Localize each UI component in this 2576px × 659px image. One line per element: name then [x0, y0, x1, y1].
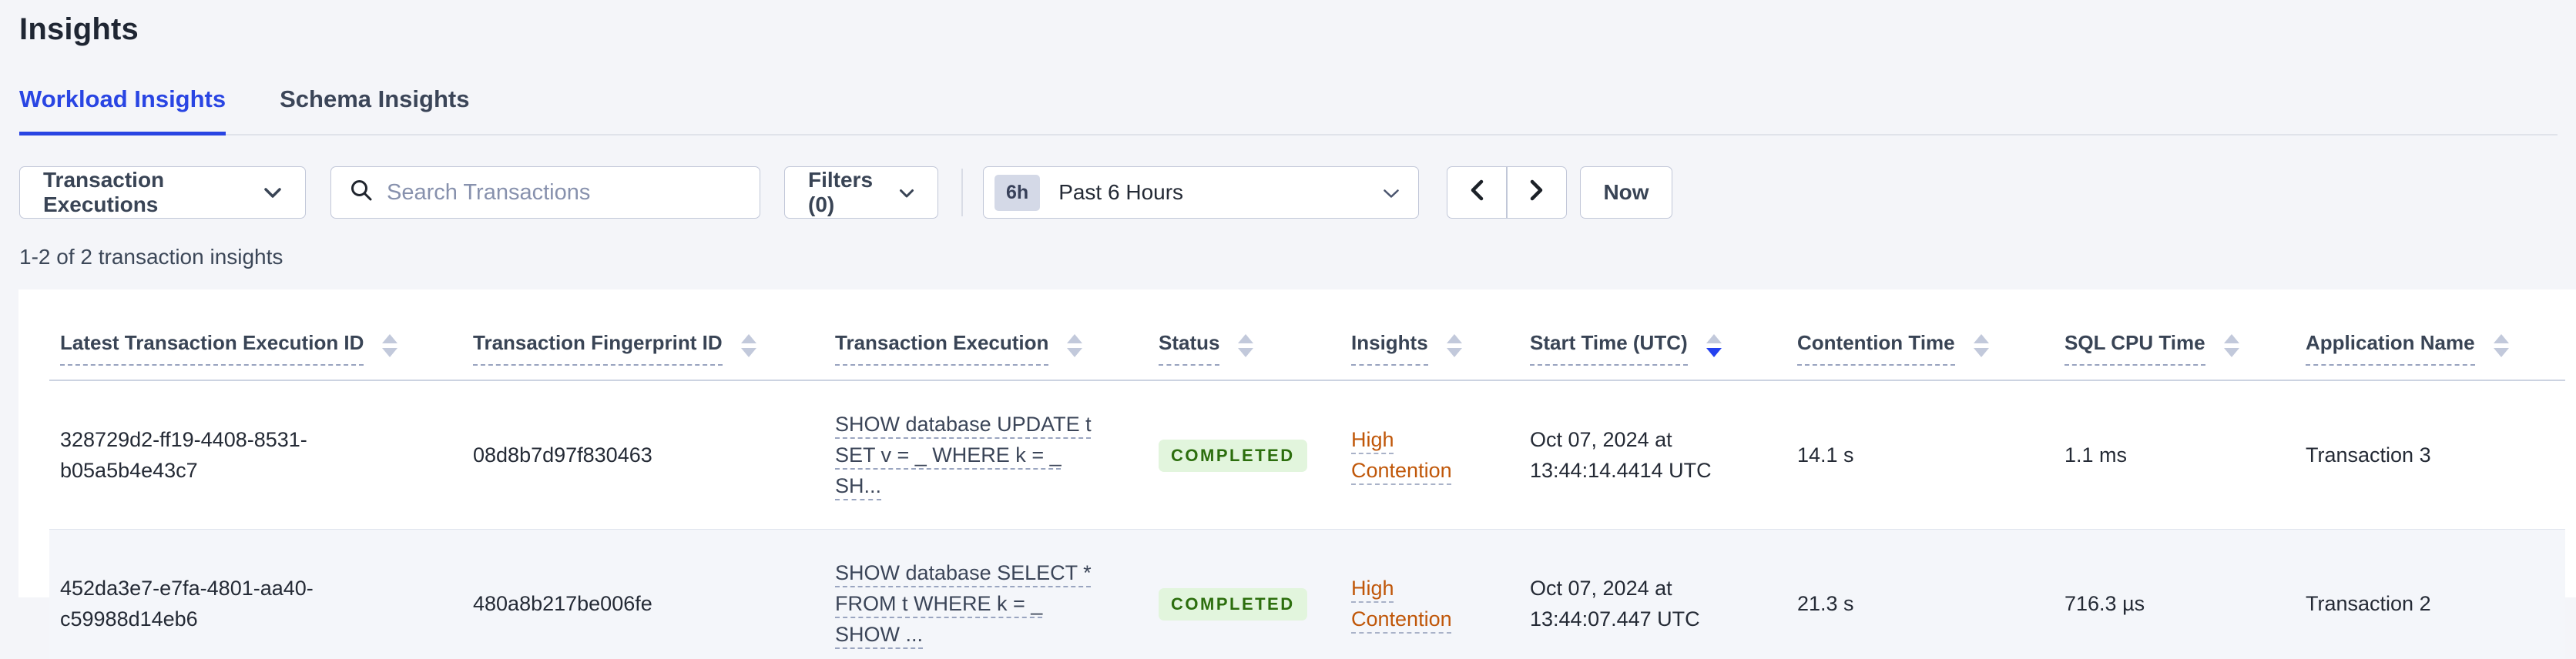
sort-icon[interactable] — [1446, 334, 1462, 357]
search-box — [330, 166, 760, 219]
column-label: Start Time (UTC) — [1530, 331, 1688, 366]
column-header-latest-transaction-execution-id[interactable]: Latest Transaction Execution ID — [49, 331, 473, 381]
previous-time-range-button[interactable] — [1447, 166, 1507, 219]
filters-dropdown-label: Filters (0) — [808, 168, 874, 216]
execution-type-dropdown-label: Transaction Executions — [43, 168, 165, 216]
chevron-down-icon — [263, 180, 282, 205]
sort-icon-active-desc[interactable] — [1706, 334, 1722, 357]
sort-icon[interactable] — [2493, 334, 2509, 357]
column-label: Contention Time — [1797, 331, 1955, 366]
column-label: Transaction Execution — [835, 331, 1049, 366]
column-header-transaction-execution[interactable]: Transaction Execution — [835, 331, 1159, 381]
chevron-right-icon — [1528, 179, 1545, 207]
tab-schema-insights[interactable]: Schema Insights — [280, 85, 470, 112]
chevron-left-icon — [1468, 179, 1485, 207]
sql-cpu-time: 1.1 ms — [2064, 443, 2128, 467]
table-row: 452da3e7-e7fa-4801-aa40-c59988d14eb6 480… — [49, 529, 2565, 659]
application-name: Transaction 2 — [2306, 592, 2431, 615]
latest-transaction-execution-id: 452da3e7-e7fa-4801-aa40-c59988d14eb6 — [60, 577, 314, 631]
start-time-cell: Oct 07, 2024 at 13:44:07.447 UTC — [1530, 529, 1797, 659]
column-label: Insights — [1351, 331, 1428, 366]
status-badge: COMPLETED — [1159, 587, 1307, 621]
transaction-execution-link[interactable]: SHOW database UPDATE t SET v = _ WHERE k… — [835, 413, 1092, 497]
insights-tab-bar: Workload Insights Schema Insights — [19, 85, 2558, 135]
table-header-row: Latest Transaction Execution ID Transact… — [49, 331, 2565, 381]
transaction-fingerprint-id: 480a8b217be006fe — [473, 592, 652, 615]
column-header-start-time-utc[interactable]: Start Time (UTC) — [1530, 331, 1797, 381]
time-range-pager — [1447, 166, 1567, 219]
column-header-contention-time[interactable]: Contention Time — [1797, 331, 2064, 381]
column-label: Transaction Fingerprint ID — [473, 331, 723, 366]
column-header-transaction-fingerprint-id[interactable]: Transaction Fingerprint ID — [473, 331, 835, 381]
column-header-insights[interactable]: Insights — [1351, 331, 1530, 381]
contention-time: 21.3 s — [1797, 592, 1854, 615]
sort-icon[interactable] — [1973, 334, 1989, 357]
next-time-range-button[interactable] — [1507, 166, 1567, 219]
transaction-execution-link[interactable]: SHOW database SELECT * FROM t WHERE k = … — [835, 561, 1092, 646]
status-badge: COMPLETED — [1159, 439, 1307, 472]
latest-transaction-execution-id: 328729d2-ff19-4408-8531-b05a5b4e43c7 — [60, 428, 307, 482]
application-name: Transaction 3 — [2306, 443, 2431, 467]
search-icon — [350, 179, 373, 207]
search-input[interactable] — [387, 179, 741, 206]
column-header-status[interactable]: Status — [1159, 331, 1351, 381]
column-header-application-name[interactable]: Application Name — [2306, 331, 2565, 381]
sort-icon[interactable] — [1067, 334, 1083, 357]
now-button[interactable]: Now — [1580, 166, 1672, 219]
chevron-down-icon — [1383, 180, 1400, 205]
filters-dropdown[interactable]: Filters (0) — [784, 166, 938, 219]
toolbar: Transaction Executions Filters (0) 6h Pa… — [19, 166, 2558, 219]
insight-link-high-contention[interactable]: High Contention — [1351, 577, 1452, 631]
execution-type-dropdown[interactable]: Transaction Executions — [19, 166, 306, 219]
transaction-insights-table: Latest Transaction Execution ID Transact… — [49, 331, 2565, 659]
time-range-picker[interactable]: 6h Past 6 Hours — [983, 166, 1419, 219]
tab-workload-insights[interactable]: Workload Insights — [19, 85, 226, 135]
sort-icon[interactable] — [740, 334, 756, 357]
column-label: Latest Transaction Execution ID — [60, 331, 364, 366]
column-header-sql-cpu-time[interactable]: SQL CPU Time — [2064, 331, 2306, 381]
start-time-cell: Oct 07, 2024 at 13:44:14.4414 UTC — [1530, 380, 1797, 530]
table-row: 328729d2-ff19-4408-8531-b05a5b4e43c7 08d… — [49, 380, 2565, 530]
insight-link-high-contention[interactable]: High Contention — [1351, 428, 1452, 482]
sort-icon[interactable] — [2223, 334, 2239, 357]
chevron-down-icon — [899, 180, 914, 205]
contention-time: 14.1 s — [1797, 443, 1854, 467]
insights-table-panel: Latest Transaction Execution ID Transact… — [18, 289, 2576, 659]
now-button-label: Now — [1603, 180, 1649, 204]
page-title: Insights — [19, 12, 139, 46]
sql-cpu-time: 716.3 µs — [2064, 592, 2145, 615]
transaction-fingerprint-id: 08d8b7d97f830463 — [473, 443, 652, 467]
column-label: Status — [1159, 331, 1220, 366]
column-label: SQL CPU Time — [2064, 331, 2205, 366]
toolbar-divider — [961, 169, 963, 216]
column-label: Application Name — [2306, 331, 2475, 366]
results-summary: 1-2 of 2 transaction insights — [19, 245, 283, 269]
sort-icon[interactable] — [1238, 334, 1254, 357]
time-range-badge: 6h — [995, 174, 1041, 211]
time-range-label: Past 6 Hours — [1058, 180, 1184, 204]
sort-icon[interactable] — [382, 334, 398, 357]
